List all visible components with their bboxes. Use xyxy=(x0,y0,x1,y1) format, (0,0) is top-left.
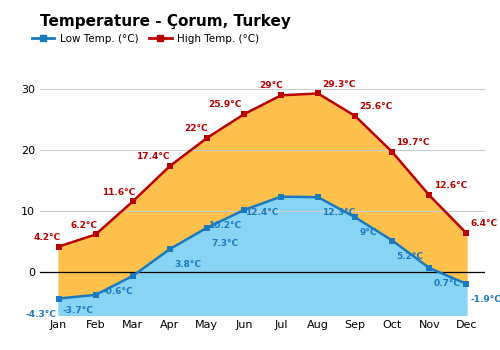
Text: 4.2°C: 4.2°C xyxy=(34,233,60,242)
Text: 17.4°C: 17.4°C xyxy=(136,152,170,161)
Text: 0.7°C: 0.7°C xyxy=(434,279,460,288)
Text: -1.9°C: -1.9°C xyxy=(470,295,500,304)
Text: 19.7°C: 19.7°C xyxy=(396,138,430,147)
Text: 29.3°C: 29.3°C xyxy=(322,79,356,89)
Text: 29°C: 29°C xyxy=(259,81,282,90)
Text: 6.2°C: 6.2°C xyxy=(70,220,98,230)
Text: 12.6°C: 12.6°C xyxy=(434,181,467,190)
Text: 12.3°C: 12.3°C xyxy=(322,208,356,217)
Text: 9°C: 9°C xyxy=(360,229,377,237)
Text: 12.4°C: 12.4°C xyxy=(245,208,278,217)
Text: 3.8°C: 3.8°C xyxy=(174,260,201,269)
Text: 6.4°C: 6.4°C xyxy=(470,219,498,228)
Text: -3.7°C: -3.7°C xyxy=(62,306,93,315)
Text: -4.3°C: -4.3°C xyxy=(25,310,56,318)
Text: 10.2°C: 10.2°C xyxy=(208,221,241,230)
Text: 5.2°C: 5.2°C xyxy=(396,252,423,261)
Text: 25.9°C: 25.9°C xyxy=(208,100,241,109)
Text: 22°C: 22°C xyxy=(184,124,208,133)
Legend: Low Temp. (°C), High Temp. (°C): Low Temp. (°C), High Temp. (°C) xyxy=(28,30,263,48)
Text: Temperature - Çorum, Turkey: Temperature - Çorum, Turkey xyxy=(40,14,291,29)
Text: -0.6°C: -0.6°C xyxy=(102,287,133,296)
Text: 11.6°C: 11.6°C xyxy=(102,188,136,197)
Text: 7.3°C: 7.3°C xyxy=(211,239,238,248)
Text: 25.6°C: 25.6°C xyxy=(360,102,392,111)
